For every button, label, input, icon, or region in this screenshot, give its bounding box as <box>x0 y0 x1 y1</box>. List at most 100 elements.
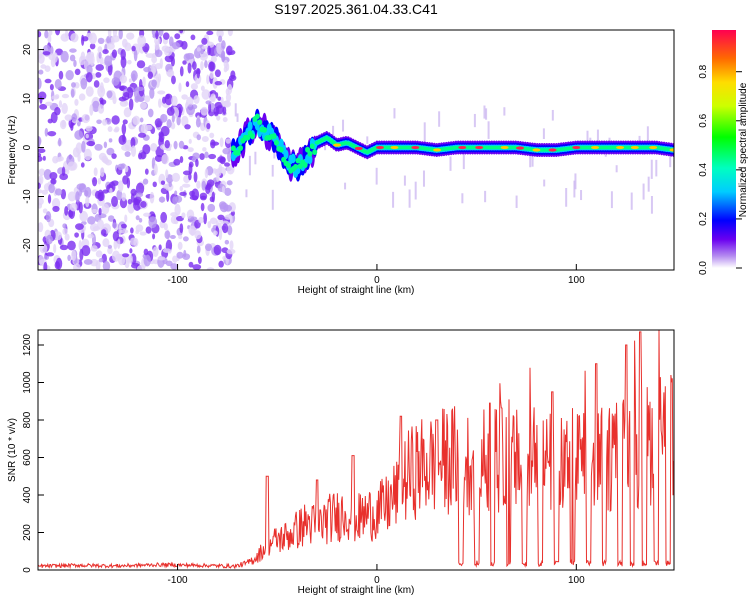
noise-blob <box>225 45 233 56</box>
noise-blob <box>224 162 230 167</box>
noise-blob <box>171 75 176 85</box>
noise-blob <box>52 205 60 212</box>
signal-cell <box>305 146 311 153</box>
noise-blob <box>69 48 77 53</box>
faint-streak <box>574 173 577 190</box>
spectrogram-heatmap <box>38 30 674 270</box>
faint-streak <box>596 129 599 145</box>
noise-blob <box>69 202 78 212</box>
noise-blob <box>61 102 68 115</box>
noise-blob <box>171 95 178 107</box>
noise-blob <box>121 123 127 135</box>
noise-blob <box>139 231 147 236</box>
noise-blob <box>154 62 163 70</box>
noise-blob <box>121 144 130 151</box>
noise-blob <box>142 76 146 88</box>
noise-blob <box>98 191 105 202</box>
noise-blob <box>143 66 152 73</box>
faint-streak <box>650 196 653 214</box>
noise-blob <box>44 30 49 39</box>
noise-blob <box>209 71 214 80</box>
faint-streak <box>393 108 396 119</box>
noise-blob <box>149 191 155 204</box>
faint-streak <box>543 179 546 187</box>
noise-blob <box>64 114 73 121</box>
noise-blob <box>103 141 108 149</box>
noise-blob <box>124 42 132 52</box>
noise-blob <box>159 30 164 37</box>
noise-blob <box>143 212 151 217</box>
noise-blob <box>217 214 225 221</box>
peak-cell <box>616 145 625 150</box>
noise-blob <box>140 201 147 208</box>
peak-cell <box>433 148 442 152</box>
noise-blob <box>107 30 112 38</box>
signal-cell <box>278 146 284 153</box>
noise-blob <box>95 64 105 71</box>
faint-streak <box>344 182 347 190</box>
noise-blob <box>65 70 74 81</box>
signal-cell <box>307 150 313 157</box>
noise-blob <box>126 257 133 264</box>
noise-blob <box>135 215 140 221</box>
noise-blob <box>81 245 91 257</box>
noise-blob <box>181 183 191 188</box>
noise-blob <box>130 145 137 158</box>
colorbar-tick-label: 0.4 <box>698 162 709 176</box>
noise-blob <box>145 124 153 131</box>
noise-blob <box>92 177 98 187</box>
faint-streak <box>529 155 532 168</box>
noise-blob <box>58 137 62 147</box>
noise-blob <box>227 30 233 37</box>
noise-blob <box>88 32 97 45</box>
noise-blob <box>79 210 88 222</box>
signal-cell <box>293 163 299 170</box>
noise-blob <box>188 138 192 144</box>
noise-blob <box>99 167 105 178</box>
noise-blob <box>192 264 202 270</box>
noise-blob <box>171 172 181 183</box>
noise-blob <box>165 169 169 179</box>
noise-blob <box>108 138 113 143</box>
faint-streak <box>615 165 618 173</box>
faint-streak <box>586 130 589 149</box>
noise-blob <box>54 79 62 90</box>
noise-blob <box>199 192 208 200</box>
signal-cell <box>250 133 256 140</box>
colorbar-tick-label: 0.6 <box>698 113 709 127</box>
noise-blob <box>183 53 191 62</box>
noise-blob <box>130 137 136 148</box>
faint-streak <box>483 105 486 119</box>
noise-blob <box>67 254 71 262</box>
faint-streak <box>473 113 476 128</box>
noise-blob <box>192 61 197 71</box>
noise-blob <box>124 151 131 157</box>
faint-streak <box>342 119 345 132</box>
noise-blob <box>196 47 201 52</box>
noise-blob <box>139 102 147 109</box>
noise-blob <box>44 127 49 137</box>
noise-blob <box>218 35 223 43</box>
noise-blob <box>126 177 131 189</box>
signal-cell <box>245 134 251 141</box>
noise-blob <box>139 117 144 123</box>
noise-blob <box>128 98 134 111</box>
noise-blob <box>102 189 109 194</box>
noise-blob <box>79 248 84 261</box>
noise-blob <box>123 107 132 118</box>
noise-blob <box>179 185 184 192</box>
noise-blob <box>190 34 196 41</box>
signal-cell <box>230 145 236 152</box>
y-tick-label: 1200 <box>22 333 33 356</box>
spectrogram-ylabel: Frequency (Hz) <box>7 116 18 185</box>
noise-blob <box>136 264 146 270</box>
noise-blob <box>151 79 157 88</box>
noise-blob <box>179 191 187 197</box>
noise-blob <box>49 171 58 180</box>
peak-cell <box>591 145 600 150</box>
noise-blob <box>112 231 120 242</box>
noise-blob <box>135 224 144 232</box>
noise-blob <box>107 126 113 132</box>
snr-frame <box>37 329 675 571</box>
